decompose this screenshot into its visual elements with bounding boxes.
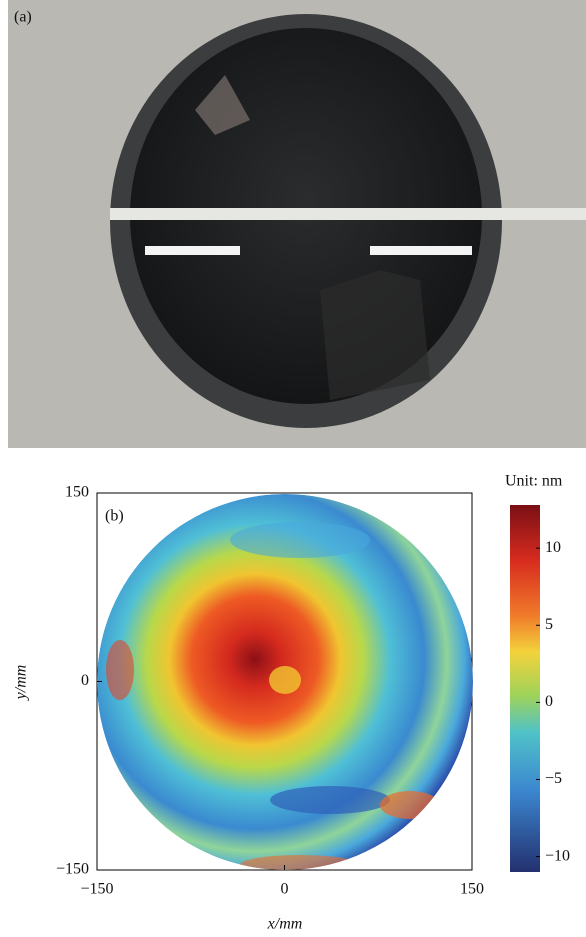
x-tick-label: 0: [281, 881, 289, 898]
y-tick-label: 150: [65, 484, 89, 501]
heatmap: [97, 493, 540, 875]
colorbar-tick-label: 0: [545, 693, 553, 710]
y-tick-label: 0: [81, 672, 89, 689]
x-tick-label: −150: [80, 881, 113, 898]
photo: (a): [8, 0, 586, 448]
figure: (a) (b) x/mm y/mm Unit: nm −150 0 150 −150 0…: [0, 0, 586, 937]
colorbar-tick-label: 10: [545, 539, 561, 556]
colorbar-tick-label: −10: [545, 847, 570, 864]
panel-label: (b): [105, 508, 124, 525]
colorbar-title: Unit: nm: [505, 473, 563, 490]
colorbar-tick-label: −5: [545, 770, 562, 787]
colorbar-tick-label: 5: [545, 616, 553, 633]
y-axis-label: y/mm: [13, 665, 30, 702]
panel-label: (a): [14, 9, 32, 26]
x-axis-label: x/mm: [267, 916, 303, 933]
y-tick-label: −150: [56, 861, 89, 878]
colorbar: [510, 505, 540, 872]
page: (a) (b) x/mm y/mm Unit: nm −150 0 150 −150 0…: [0, 0, 586, 937]
x-tick-label: 150: [460, 881, 484, 898]
